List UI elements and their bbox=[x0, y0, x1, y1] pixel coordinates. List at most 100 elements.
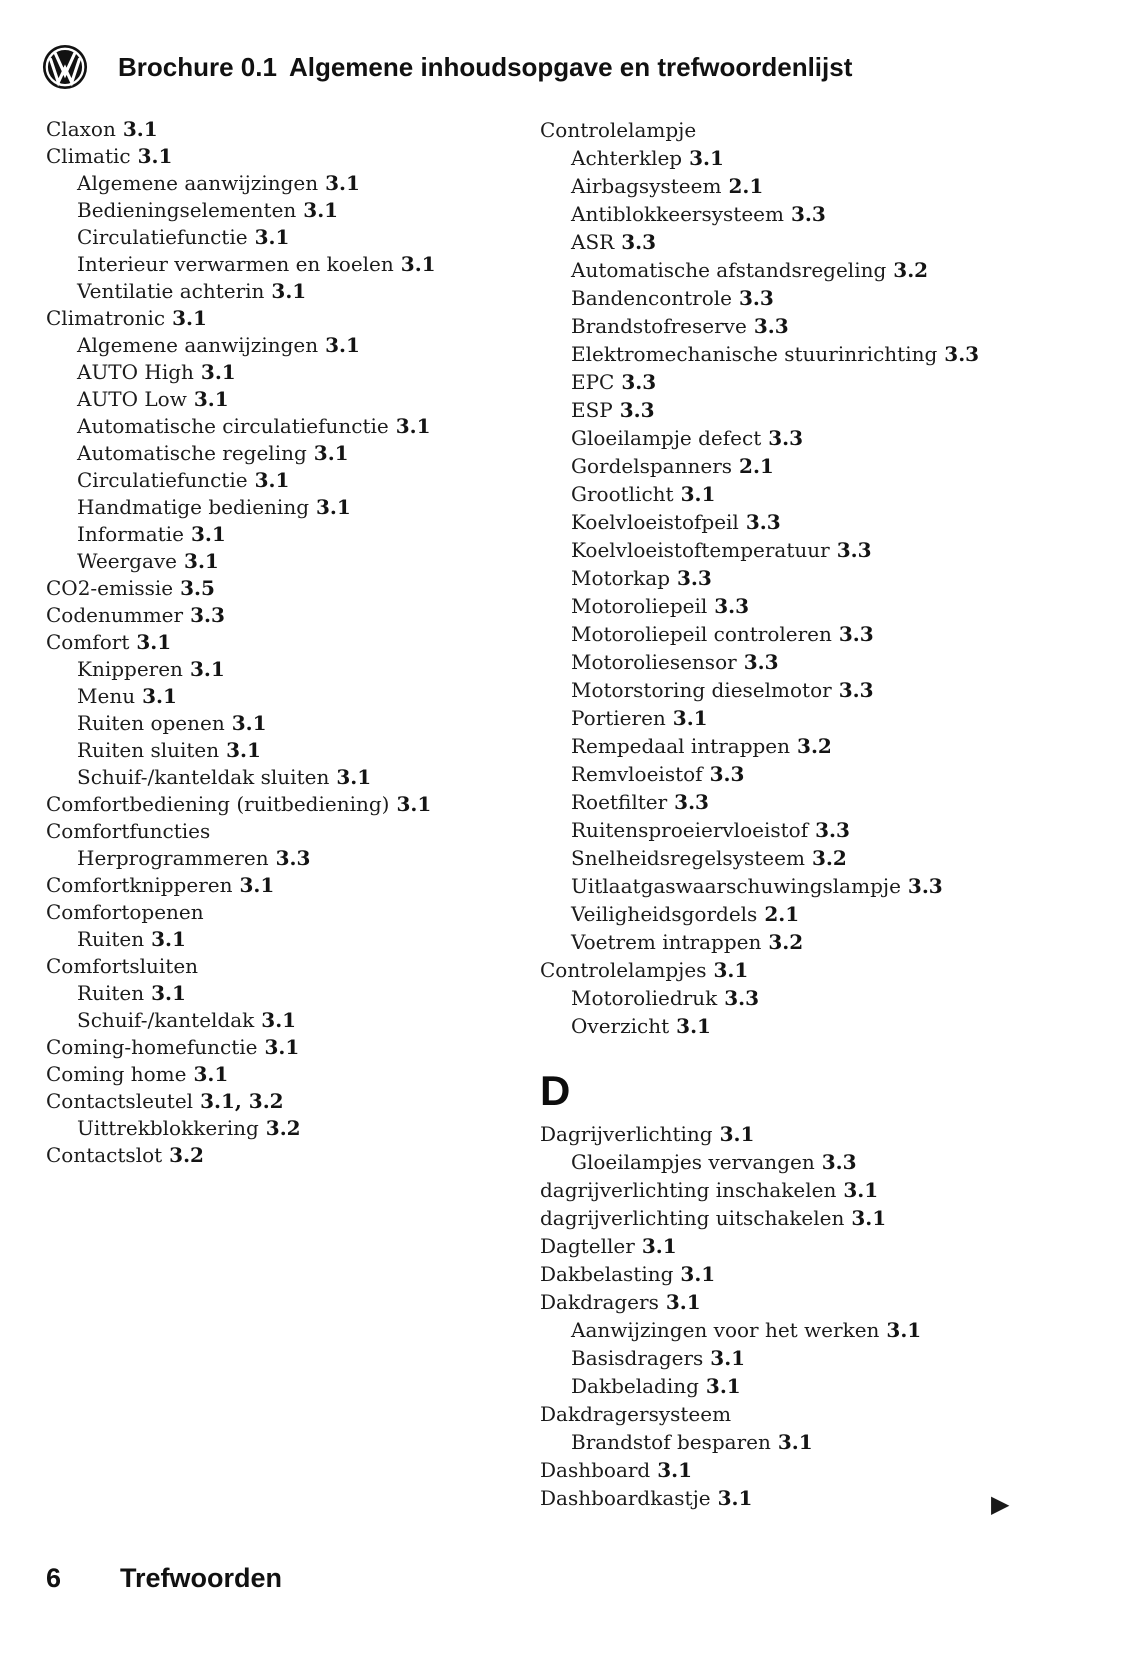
index-entry: Dagrijverlichting 3.1 bbox=[540, 1120, 1100, 1148]
entry-page-ref: 3.1 bbox=[325, 171, 360, 195]
index-entry: AUTO High 3.1 bbox=[46, 359, 506, 386]
entry-term: Circulatiefunctie bbox=[77, 225, 248, 249]
entry-term: Controlelampje bbox=[540, 118, 697, 142]
entry-page-ref: 3.1 bbox=[680, 1262, 716, 1286]
page-footer: 6 Trefwoorden bbox=[46, 1563, 282, 1594]
index-entry: Ruitensproeiervloeistof 3.3 bbox=[540, 816, 1100, 844]
entry-page-ref: 3.2 bbox=[893, 258, 929, 282]
entry-page-ref: 3.3 bbox=[709, 762, 745, 786]
entry-page-ref: 3.1 bbox=[137, 144, 173, 168]
entry-term: Handmatige bediening bbox=[77, 495, 310, 519]
entry-term: Motorstoring dieselmotor bbox=[571, 678, 832, 702]
index-entry: Snelheidsregelsysteem 3.2 bbox=[540, 844, 1100, 872]
index-entry: Motoroliedruk 3.3 bbox=[540, 984, 1100, 1012]
entry-term: Dakdragersysteem bbox=[540, 1402, 732, 1426]
entry-page-ref: 3.3 bbox=[838, 622, 874, 646]
index-entry: Contactsleutel 3.1, 3.2 bbox=[46, 1088, 506, 1115]
index-entry: Schuif-/kanteldak sluiten 3.1 bbox=[46, 764, 506, 791]
entry-page-ref: 3.1 bbox=[313, 441, 349, 465]
index-entry: Circulatiefunctie 3.1 bbox=[46, 467, 506, 494]
entry-term: Uittrekblokkering bbox=[77, 1116, 259, 1140]
entry-term: Menu bbox=[77, 684, 136, 708]
entry-term: Weergave bbox=[77, 549, 178, 573]
entry-page-ref: 3.1 bbox=[680, 482, 716, 506]
index-entry: ASR 3.3 bbox=[540, 228, 1100, 256]
index-entry: Controlelampje bbox=[540, 116, 1100, 144]
entry-page-ref: 3.3 bbox=[674, 790, 709, 814]
entry-term: Airbagsysteem bbox=[571, 174, 722, 198]
entry-term: Dakbelasting bbox=[540, 1262, 674, 1286]
entry-term: Automatische afstandsregeling bbox=[571, 258, 887, 282]
index-entry: Uitlaatgaswaarschuwingslampje 3.3 bbox=[540, 872, 1100, 900]
index-entry: Gordelspanners 2.1 bbox=[540, 452, 1100, 480]
index-entry: dagrijverlichting uitschakelen 3.1 bbox=[540, 1204, 1100, 1232]
entry-term: Dakdragers bbox=[540, 1290, 659, 1314]
entry-term: Motoroliesensor bbox=[571, 650, 737, 674]
entry-term: Automatische circulatiefunctie bbox=[77, 414, 389, 438]
entry-page-ref: 3.3 bbox=[753, 314, 789, 338]
entry-page-ref: 3.2 bbox=[797, 734, 832, 758]
index-entry: Remvloeistof 3.3 bbox=[540, 760, 1100, 788]
entry-page-ref: 3.3 bbox=[190, 603, 225, 627]
entry-page-ref: 3.3 bbox=[619, 398, 655, 422]
entry-page-ref: 3.1, 3.2 bbox=[200, 1089, 284, 1113]
index-entry: Airbagsysteem 2.1 bbox=[540, 172, 1100, 200]
index-entry: ESP 3.3 bbox=[540, 396, 1100, 424]
entry-page-ref: 3.1 bbox=[151, 981, 186, 1005]
entry-page-ref: 3.1 bbox=[396, 792, 432, 816]
entry-page-ref: 3.3 bbox=[838, 678, 874, 702]
index-entry: Comfortbediening (ruitbediening) 3.1 bbox=[46, 791, 506, 818]
entry-page-ref: 3.1 bbox=[705, 1374, 741, 1398]
page-title-text: Algemene inhoudsopgave en trefwoordenlij… bbox=[288, 51, 853, 82]
index-entry: Knipperen 3.1 bbox=[46, 656, 506, 683]
entry-page-ref: 3.3 bbox=[944, 342, 980, 366]
entry-page-ref: 3.1 bbox=[851, 1206, 887, 1230]
page-header: Brochure 0.1 Algemene inhoudsopgave en tr… bbox=[42, 44, 852, 90]
index-entry: Ruiten 3.1 bbox=[46, 926, 506, 953]
index-entry: Motoroliepeil controleren 3.3 bbox=[540, 620, 1100, 648]
entry-page-ref: 3.1 bbox=[254, 468, 290, 492]
index-entry: Menu 3.1 bbox=[46, 683, 506, 710]
entry-page-ref: 3.3 bbox=[724, 986, 759, 1010]
index-entry: Dakbelasting 3.1 bbox=[540, 1260, 1100, 1288]
index-entry: Climatic 3.1 bbox=[46, 143, 506, 170]
index-entry: Koelvloeistoftemperatuur 3.3 bbox=[540, 536, 1100, 564]
entry-page-ref: 3.2 bbox=[811, 846, 847, 870]
entry-term: Overzicht bbox=[571, 1014, 670, 1038]
index-entry: Ruiten sluiten 3.1 bbox=[46, 737, 506, 764]
entry-term: Motoroliedruk bbox=[571, 986, 718, 1010]
entry-term: Dakbelading bbox=[571, 1374, 699, 1398]
entry-term: Herprogrammeren bbox=[77, 846, 269, 870]
entry-term: Motoroliepeil bbox=[571, 594, 708, 618]
entry-page-ref: 3.3 bbox=[790, 202, 826, 226]
entry-page-ref: 3.3 bbox=[275, 846, 311, 870]
entry-term: Contactslot bbox=[46, 1143, 163, 1167]
entry-term: Comfortknipperen bbox=[46, 873, 233, 897]
index-entry: Aanwijzingen voor het werken 3.1 bbox=[540, 1316, 1100, 1344]
index-entry: Comfortfuncties bbox=[46, 818, 506, 845]
index-entry: Uittrekblokkering 3.2 bbox=[46, 1115, 506, 1142]
index-entry: AUTO Low 3.1 bbox=[46, 386, 506, 413]
entry-term: Achterklep bbox=[571, 146, 683, 170]
entry-term: Comfortbediening (ruitbediening) bbox=[46, 792, 390, 816]
entry-page-ref: 3.2 bbox=[169, 1143, 204, 1167]
vw-logo-icon bbox=[42, 44, 88, 90]
entry-page-ref: 3.1 bbox=[151, 927, 186, 951]
index-entry: Schuif-/kanteldak 3.1 bbox=[46, 1007, 506, 1034]
entry-page-ref: 2.1 bbox=[739, 454, 774, 478]
index-entry: Automatische regeling 3.1 bbox=[46, 440, 506, 467]
index-right-column: Controlelampje Achterklep 3.1 Airbagsysteem… bbox=[540, 116, 1100, 1512]
entry-page-ref: 3.1 bbox=[254, 225, 290, 249]
index-entry: Roetfilter 3.3 bbox=[540, 788, 1100, 816]
entry-term: Claxon bbox=[46, 117, 116, 141]
entry-page-ref: 3.1 bbox=[239, 873, 275, 897]
index-entry: EPC 3.3 bbox=[540, 368, 1100, 396]
entry-page-ref: 2.1 bbox=[728, 174, 764, 198]
entry-term: Motoroliepeil controleren bbox=[571, 622, 832, 646]
index-entry: Elektromechanische stuurinrichting 3.3 bbox=[540, 340, 1100, 368]
entry-page-ref: 3.1 bbox=[193, 387, 229, 411]
entry-term: Koelvloeistoftemperatuur bbox=[571, 538, 830, 562]
entry-page-ref: 3.1 bbox=[271, 279, 307, 303]
entry-page-ref: 3.1 bbox=[136, 630, 172, 654]
entry-term: EPC bbox=[571, 370, 615, 394]
